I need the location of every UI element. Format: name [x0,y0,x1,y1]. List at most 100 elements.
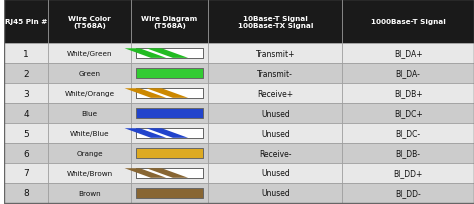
Text: White/Brown: White/Brown [66,170,113,176]
Text: 2: 2 [23,69,29,78]
Text: BI_DB-: BI_DB- [396,149,420,158]
Text: 1000Base-T Signal: 1000Base-T Signal [371,19,446,25]
Bar [131,183,208,203]
Bar [342,143,474,163]
Text: Receive+: Receive+ [257,89,293,98]
Bar [4,163,48,183]
Polygon shape [125,168,166,178]
Bar [4,64,48,84]
Bar [48,123,131,143]
Bar [208,64,342,84]
Polygon shape [125,89,166,98]
Text: 4: 4 [23,109,29,118]
Text: White/Blue: White/Blue [70,130,109,136]
Bar [137,49,203,59]
Bar [4,123,48,143]
Text: 5: 5 [23,129,29,138]
Bar [137,149,203,158]
Text: Green: Green [79,71,100,77]
Text: BI_DD-: BI_DD- [395,188,421,197]
Text: Transmit-: Transmit- [257,69,293,78]
Bar [131,103,208,123]
Text: White/Green: White/Green [67,51,112,57]
Bar [208,84,342,103]
Text: Transmit+: Transmit+ [255,49,295,58]
Bar [137,168,203,178]
Bar [137,109,203,118]
Bar [208,0,342,44]
Text: Unused: Unused [261,129,290,138]
Text: 10Base-T Signal
100Base-TX Signal: 10Base-T Signal 100Base-TX Signal [237,16,313,28]
Bar [48,163,131,183]
Polygon shape [146,129,188,138]
Bar [137,89,203,98]
Text: Orange: Orange [76,150,103,156]
Text: BI_DA+: BI_DA+ [394,49,422,58]
Bar [131,143,208,163]
Bar [342,103,474,123]
Bar [137,129,203,138]
Bar [208,103,342,123]
Bar [4,143,48,163]
Bar [342,64,474,84]
Text: 6: 6 [23,149,29,158]
Text: BI_DB+: BI_DB+ [394,89,422,98]
Text: RJ45 Pin #: RJ45 Pin # [5,19,47,25]
Polygon shape [146,89,188,98]
Polygon shape [125,49,166,59]
Bar [342,123,474,143]
Bar [4,44,48,64]
Bar [137,168,203,178]
Bar [131,0,208,44]
Bar [342,44,474,64]
Text: Brown: Brown [78,190,101,196]
Text: 8: 8 [23,188,29,197]
Text: Receive-: Receive- [259,149,292,158]
Text: Wire Diagram
(T568A): Wire Diagram (T568A) [141,16,198,28]
Bar [342,183,474,203]
Bar [48,0,131,44]
Polygon shape [146,49,188,59]
Bar [131,44,208,64]
Bar [48,84,131,103]
Text: 3: 3 [23,89,29,98]
Text: Unused: Unused [261,109,290,118]
Bar [48,183,131,203]
Text: Blue: Blue [82,111,98,116]
Text: Unused: Unused [261,188,290,197]
Bar [137,188,203,198]
Bar [48,103,131,123]
Bar [208,163,342,183]
Bar [131,84,208,103]
Bar [4,84,48,103]
Bar [208,183,342,203]
Bar [208,44,342,64]
Polygon shape [125,129,166,138]
Bar [342,163,474,183]
Text: 7: 7 [23,169,29,178]
Bar [4,183,48,203]
Text: BI_DA-: BI_DA- [396,69,420,78]
Text: Wire Color
(T568A): Wire Color (T568A) [68,16,111,28]
Bar [342,0,474,44]
Bar [342,84,474,103]
Bar [48,143,131,163]
Bar [131,123,208,143]
Text: White/Orange: White/Orange [64,91,115,96]
Bar [131,163,208,183]
Bar [137,89,203,98]
Bar [208,143,342,163]
Text: BI_DD+: BI_DD+ [393,169,423,178]
Bar [137,49,203,59]
Text: 1: 1 [23,49,29,58]
Text: BI_DC-: BI_DC- [396,129,421,138]
Bar [48,44,131,64]
Bar [48,64,131,84]
Text: Unused: Unused [261,169,290,178]
Bar [4,103,48,123]
Text: BI_DC+: BI_DC+ [394,109,422,118]
Bar [137,129,203,138]
Bar [208,123,342,143]
Polygon shape [146,168,188,178]
Bar [131,64,208,84]
